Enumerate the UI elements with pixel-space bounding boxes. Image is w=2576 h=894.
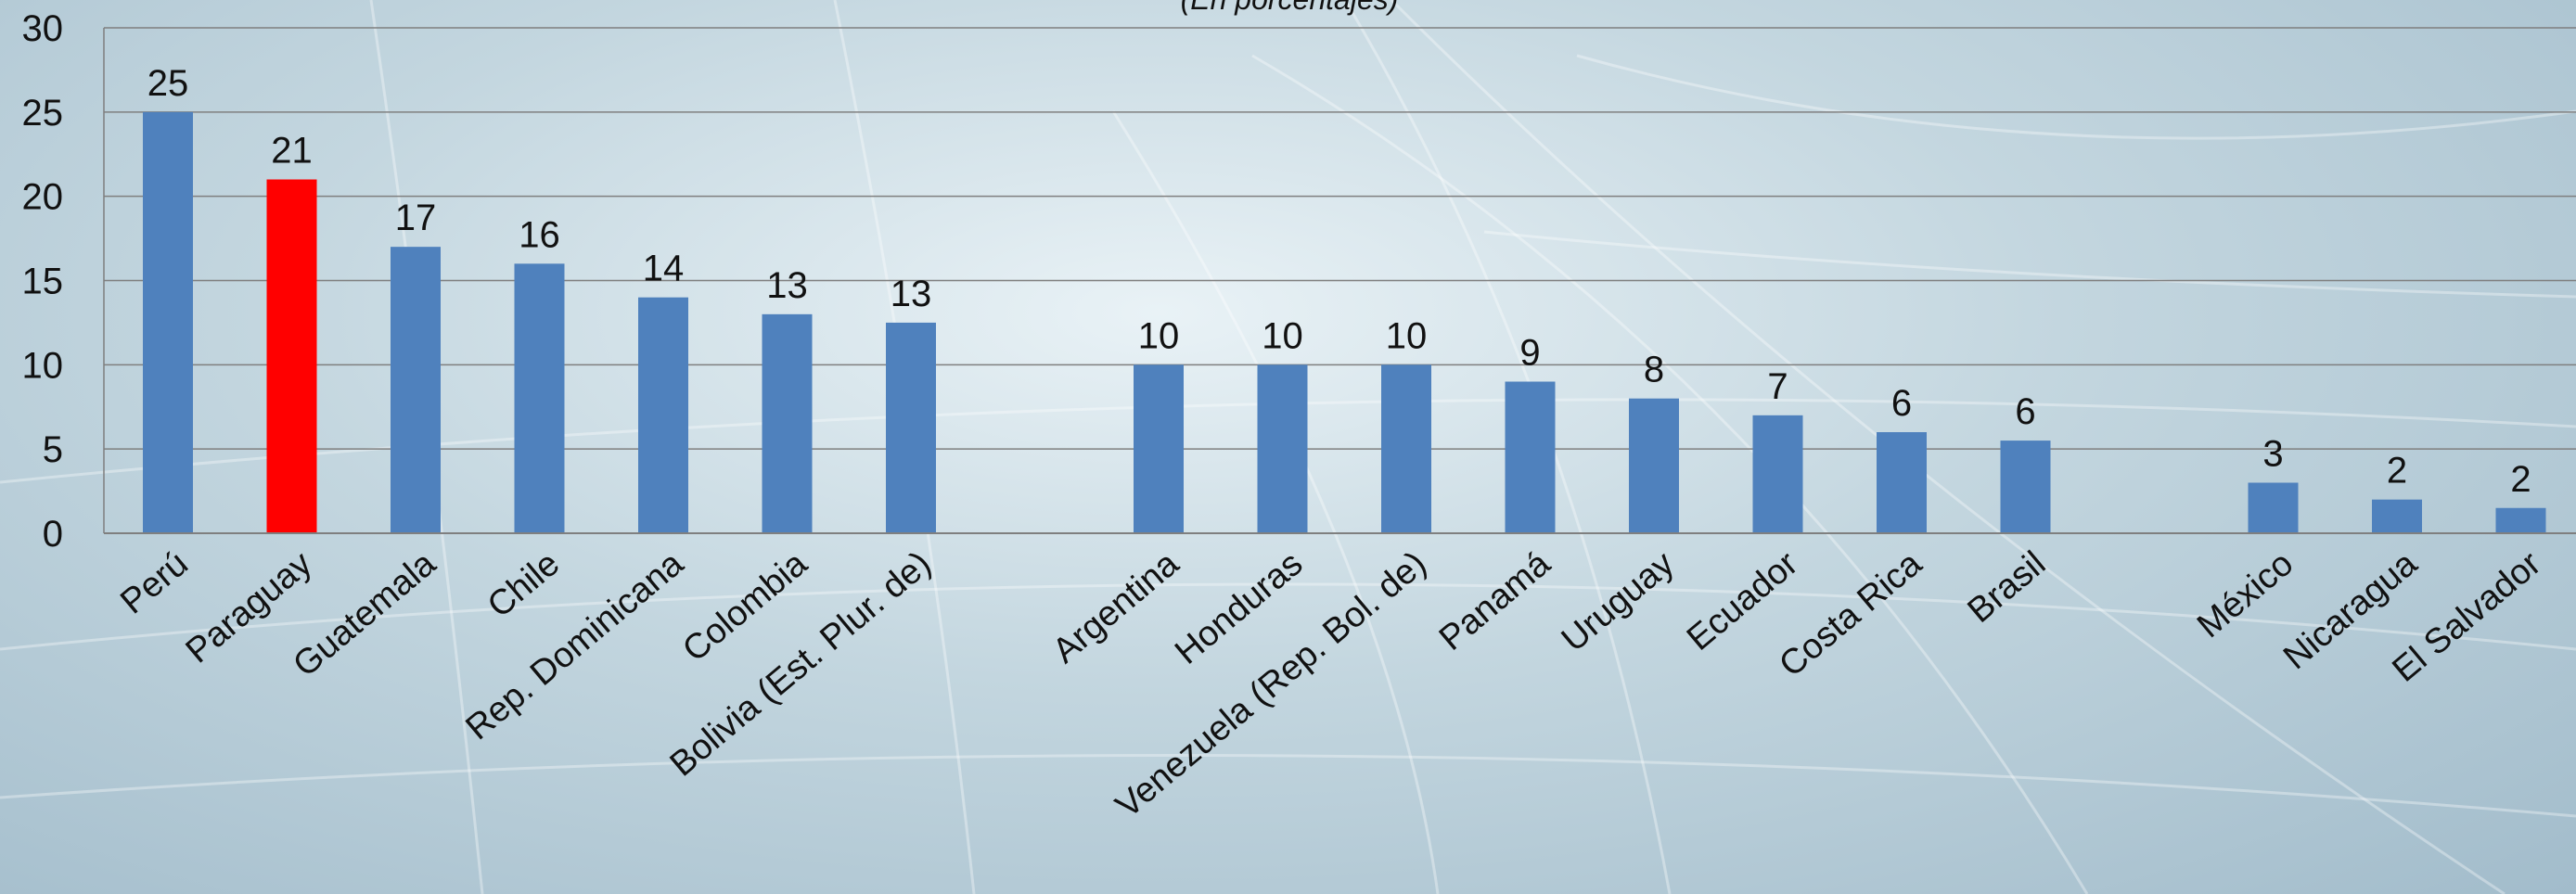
bar-m-xico [2248, 482, 2299, 533]
y-tick-label: 20 [22, 177, 64, 218]
data-label: 10 [1386, 315, 1428, 356]
bar-brasil [2000, 441, 2051, 533]
y-tick-label: 5 [43, 429, 63, 470]
x-tick-label: Uruguay [1555, 544, 1682, 660]
y-tick-label: 25 [22, 93, 64, 134]
data-label: 6 [2015, 391, 2035, 432]
bar-chile [514, 263, 565, 533]
bar-el-salvador [2495, 507, 2546, 533]
gridlines [104, 27, 2576, 534]
bar-rep-dominicana [638, 297, 688, 533]
x-tick-label: Brasil [1960, 544, 2053, 631]
data-label: 8 [1644, 350, 1664, 390]
x-tick-label: Perú [113, 544, 195, 622]
y-tick-label: 10 [22, 345, 64, 386]
data-labels: 25 21 17 16 14 13 13 10 10 10 9 8 7 6 6 3 2 2 [147, 63, 2531, 500]
data-label: 14 [643, 249, 685, 289]
bar-ecuador [1752, 415, 1803, 533]
bar-colombia [762, 313, 813, 533]
y-axis: 0 5 10 15 20 25 30 [22, 8, 105, 555]
bar-venezuela-rep-bol-de- [1381, 364, 1431, 533]
bar-paraguay [266, 179, 317, 533]
data-label: 25 [147, 63, 189, 104]
data-label: 6 [1891, 383, 1912, 424]
x-tick-label: Ecuador [1680, 544, 1806, 658]
data-label: 3 [2262, 434, 2283, 475]
data-label: 2 [2510, 459, 2531, 500]
y-tick-label: 30 [22, 8, 64, 49]
bar-bolivia-est-plur-de- [886, 322, 936, 533]
data-label: 2 [2387, 451, 2407, 492]
data-label: 13 [891, 274, 932, 314]
data-label: 13 [766, 265, 808, 306]
data-label: 16 [519, 214, 560, 255]
y-tick-label: 15 [22, 262, 64, 302]
bar-nicaragua [2372, 499, 2422, 533]
y-tick-label: 0 [43, 514, 63, 555]
x-tick-label: Panamá [1432, 543, 1558, 658]
data-label: 9 [1519, 333, 1540, 374]
bar-costa-rica [1877, 432, 1927, 533]
data-label: 17 [395, 198, 437, 238]
bar-per- [143, 111, 193, 533]
data-label: 10 [1262, 315, 1303, 356]
bar-panam- [1505, 381, 1556, 533]
data-label: 21 [271, 131, 313, 172]
x-tick-label: Argentina [1045, 543, 1186, 670]
chart-subtitle: (En porcentajes) [1181, 0, 1399, 16]
bar-honduras [1257, 364, 1308, 533]
bar-uruguay [1629, 398, 1679, 533]
x-tick-label: México [2190, 544, 2300, 646]
x-tick-label: Rep. Dominicana [458, 543, 691, 747]
x-tick-label: Chile [481, 544, 567, 626]
data-label: 10 [1138, 315, 1180, 356]
bar-guatemala [391, 247, 441, 533]
bars [143, 111, 2546, 533]
data-label: 7 [1767, 366, 1788, 407]
bar-argentina [1134, 364, 1184, 533]
